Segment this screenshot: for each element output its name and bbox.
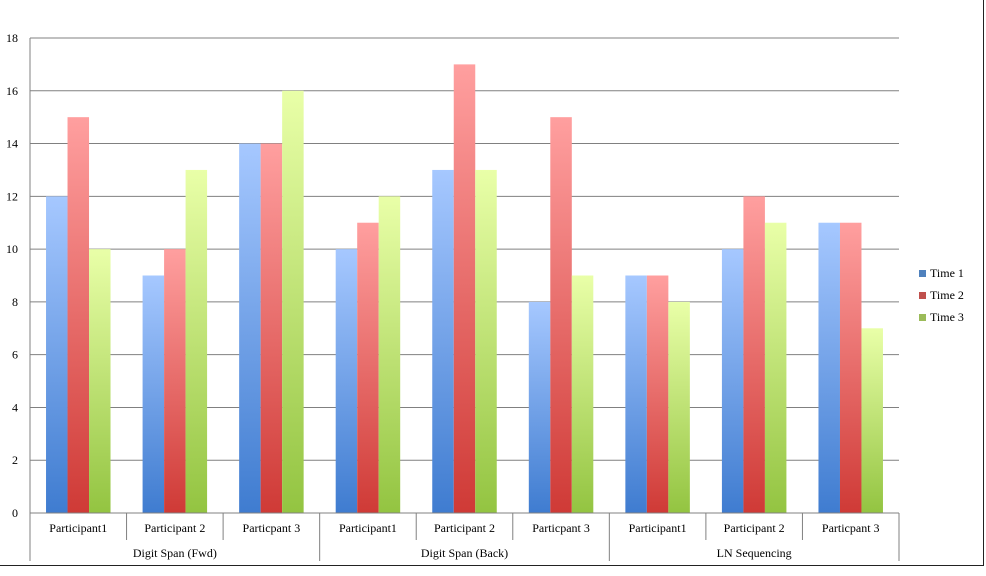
bar-time-2	[453, 64, 476, 513]
legend: Time 1 Time 2 Time 3	[919, 266, 964, 324]
category-label: Participant 2	[144, 521, 205, 535]
y-tick-label: 18	[6, 31, 18, 45]
bar-time-2	[164, 249, 186, 513]
y-tick-label: 16	[6, 84, 18, 98]
y-tick-label: 2	[12, 453, 18, 467]
category-label: Participant1	[49, 521, 107, 535]
bar-time-3	[378, 196, 401, 514]
category-label: Particpant 3	[532, 521, 590, 535]
bar-time-2	[260, 143, 283, 514]
bar-time-1	[142, 275, 165, 513]
bar-time-1	[432, 169, 454, 513]
y-axis-ticks: 0 2 4 6 8 10 12 14 16 18	[6, 31, 18, 520]
bar-time-2	[550, 117, 572, 514]
bar-time-1	[239, 143, 261, 514]
bar-time-1	[46, 196, 68, 514]
bar-time-1	[818, 222, 840, 513]
bar-time-2	[743, 196, 765, 514]
bar-time-1	[528, 301, 551, 513]
legend-swatch	[919, 314, 926, 321]
y-tick-label: 4	[12, 400, 18, 414]
legend-swatch	[919, 292, 926, 299]
category-label: Particpant 3	[243, 521, 301, 535]
legend-label: Time 3	[930, 310, 964, 324]
bar-time-3	[282, 90, 304, 514]
bar-time-3	[764, 222, 787, 513]
bar-time-3	[185, 169, 208, 513]
y-tick-label: 0	[12, 506, 18, 520]
bar-time-3	[668, 301, 690, 513]
legend-swatch	[919, 270, 926, 277]
bar-time-2	[839, 222, 862, 513]
category-label: Participant 2	[434, 521, 495, 535]
bar-time-2	[646, 275, 669, 513]
category-label: Participant1	[339, 521, 397, 535]
bar-time-1	[625, 275, 647, 513]
y-tick-label: 12	[6, 189, 18, 203]
y-tick-label: 10	[6, 242, 18, 256]
axes	[29, 38, 900, 561]
category-label: Participant 2	[724, 521, 785, 535]
legend-label: Time 2	[930, 288, 964, 302]
y-tick-label: 8	[12, 295, 18, 309]
y-tick-label: 14	[6, 137, 18, 151]
group-label: LN Sequencing	[717, 546, 792, 560]
category-label: Particpant 3	[822, 521, 880, 535]
bars	[46, 64, 883, 514]
group-label: Digit Span (Back)	[421, 546, 508, 560]
x-axis-labels: Participant1 Participant 2 Particpant 3 Par…	[49, 521, 879, 560]
bar-time-1	[335, 249, 358, 513]
bar-time-3	[475, 169, 497, 513]
category-label: Participant1	[629, 521, 687, 535]
bar-time-2	[357, 222, 379, 513]
y-tick-label: 6	[12, 348, 18, 362]
legend-label: Time 1	[930, 266, 964, 280]
bar-time-3	[571, 275, 594, 513]
group-label: Digit Span (Fwd)	[133, 546, 217, 560]
bar-time-2	[67, 117, 90, 514]
bar-time-3	[861, 328, 883, 513]
bar-time-3	[89, 249, 111, 513]
bar-time-1	[721, 249, 744, 513]
